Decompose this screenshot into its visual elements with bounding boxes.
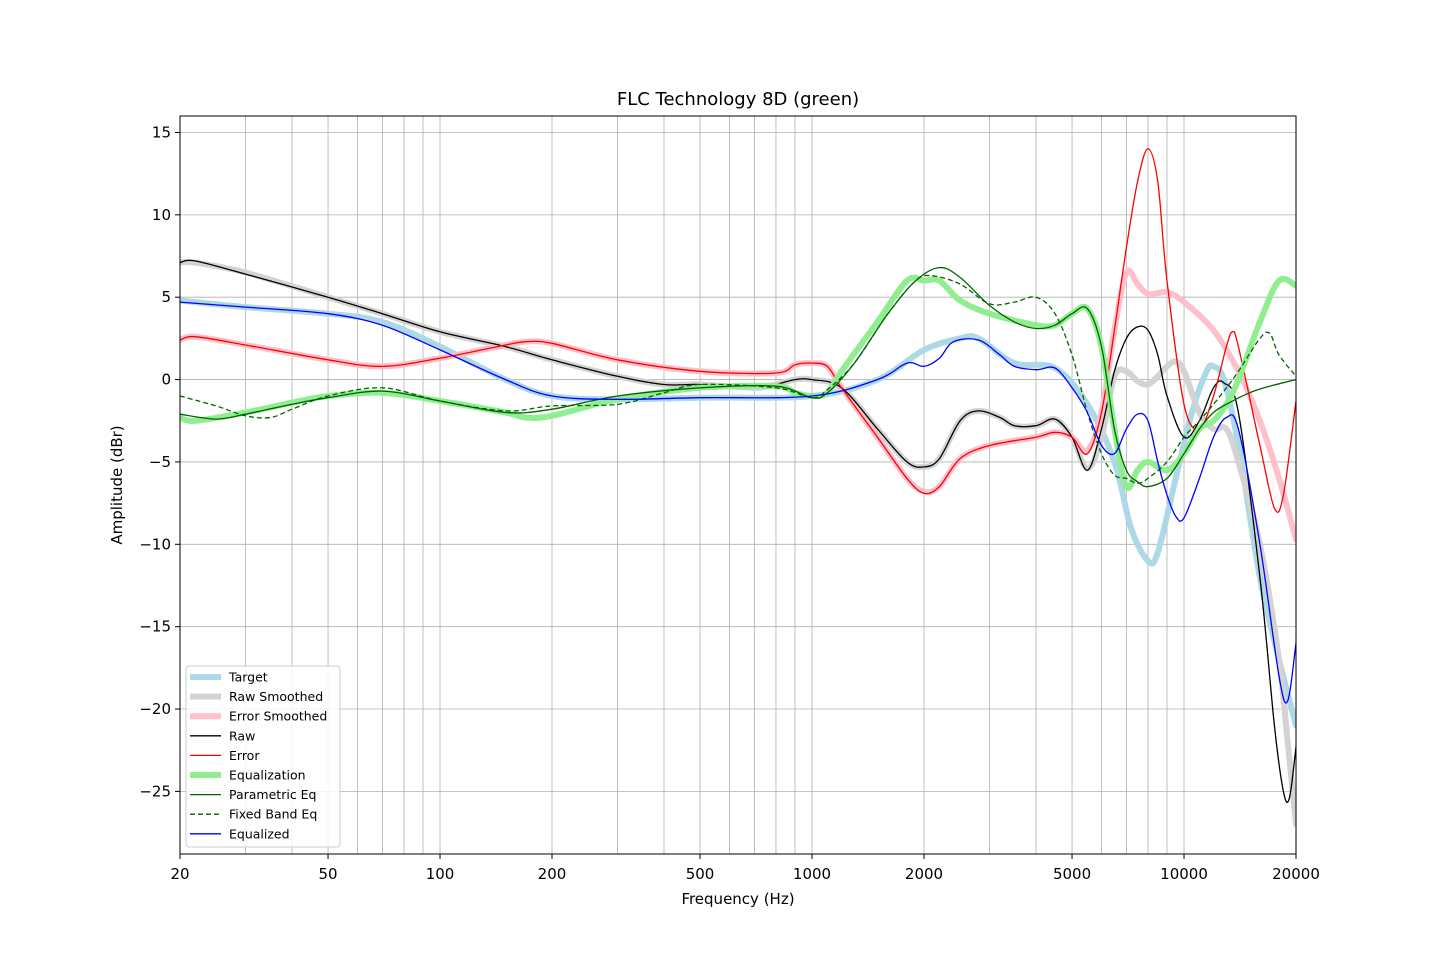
y-tick-label: −25 [139,782,171,800]
x-tick-label: 200 [538,865,567,883]
x-tick-label: 500 [686,865,715,883]
x-tick-label: 50 [318,865,337,883]
legend: Target Raw Smoothed Error Smoothed Raw Error… [185,665,341,848]
legend-label-error-smoothed: Error Smoothed [229,709,327,724]
x-axis-label: Frequency (Hz) [681,890,794,908]
series-line-equalization [180,274,1296,492]
axis-ticks: 20 50 100 200 500 1000 2000 5000 10000 2000015105… [139,123,1320,883]
y-axis-label: Amplitude (dBr) [108,425,126,544]
y-tick-label: −5 [149,453,171,471]
legend-label-target: Target [228,670,268,685]
x-tick-label: 10000 [1160,865,1208,883]
legend-label-equalization: Equalization [229,768,306,783]
y-tick-label: −15 [139,618,171,636]
x-tick-label: 20000 [1272,865,1320,883]
x-tick-label: 5000 [1053,865,1091,883]
legend-label-equalized: Equalized [229,826,290,841]
legend-label-raw-smoothed: Raw Smoothed [229,689,323,704]
y-tick-label: −20 [139,700,171,718]
y-tick-label: 5 [161,288,171,306]
legend-label-parametric-eq: Parametric Eq [229,787,317,802]
grid-lines [179,116,1297,854]
y-tick-label: 0 [161,371,171,389]
legend-box [185,665,341,848]
y-tick-label: −10 [139,535,171,553]
series-line-error [180,148,1296,513]
series-line-fixed-band-eq [180,274,1296,485]
series-line-equalized [180,301,1296,704]
legend-label-fixed-band-eq: Fixed Band Eq [229,807,317,822]
chart-title: FLC Technology 8D (green) [617,89,859,110]
x-tick-label: 1000 [793,865,831,883]
x-tick-label: 2000 [905,865,943,883]
y-tick-label: 10 [152,206,171,224]
y-tick-label: 15 [152,123,171,141]
series-line-raw [180,259,1296,804]
plot-area [180,148,1296,828]
x-tick-label: 20 [170,865,189,883]
x-tick-label: 100 [426,865,455,883]
legend-label-raw: Raw [229,728,255,743]
plot-frame [179,115,1297,855]
series-line-raw-smoothed [180,258,1296,828]
legend-label-error: Error [229,748,260,763]
series-line-error-smoothed [180,267,1296,543]
